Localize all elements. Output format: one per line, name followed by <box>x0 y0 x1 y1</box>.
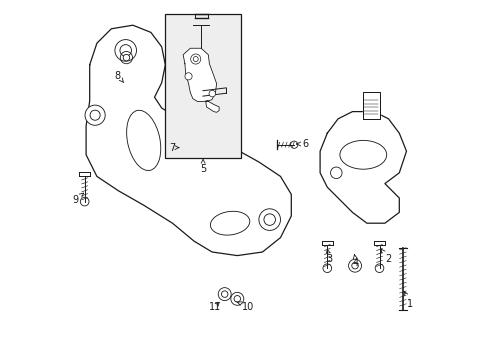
Bar <box>165 14 241 158</box>
Polygon shape <box>320 112 406 223</box>
Circle shape <box>184 73 192 80</box>
Polygon shape <box>363 92 379 119</box>
Text: 8: 8 <box>115 71 123 82</box>
Polygon shape <box>86 25 291 256</box>
Text: 5: 5 <box>200 159 206 174</box>
Circle shape <box>351 262 358 269</box>
Text: 11: 11 <box>208 302 221 312</box>
Text: 9: 9 <box>72 193 83 205</box>
Text: 7: 7 <box>169 143 179 153</box>
Text: 3: 3 <box>325 249 331 264</box>
Text: 1: 1 <box>404 291 412 309</box>
Circle shape <box>208 90 215 97</box>
Text: 10: 10 <box>236 302 254 312</box>
Text: 6: 6 <box>296 139 308 149</box>
Circle shape <box>258 209 280 230</box>
Circle shape <box>221 291 227 297</box>
Text: 2: 2 <box>380 249 391 264</box>
Text: 4: 4 <box>352 255 358 268</box>
Circle shape <box>234 296 240 302</box>
Circle shape <box>190 54 201 64</box>
Circle shape <box>115 40 136 61</box>
Circle shape <box>330 167 342 179</box>
Polygon shape <box>183 143 194 153</box>
Circle shape <box>123 54 129 61</box>
Polygon shape <box>183 48 219 112</box>
Circle shape <box>85 105 105 125</box>
